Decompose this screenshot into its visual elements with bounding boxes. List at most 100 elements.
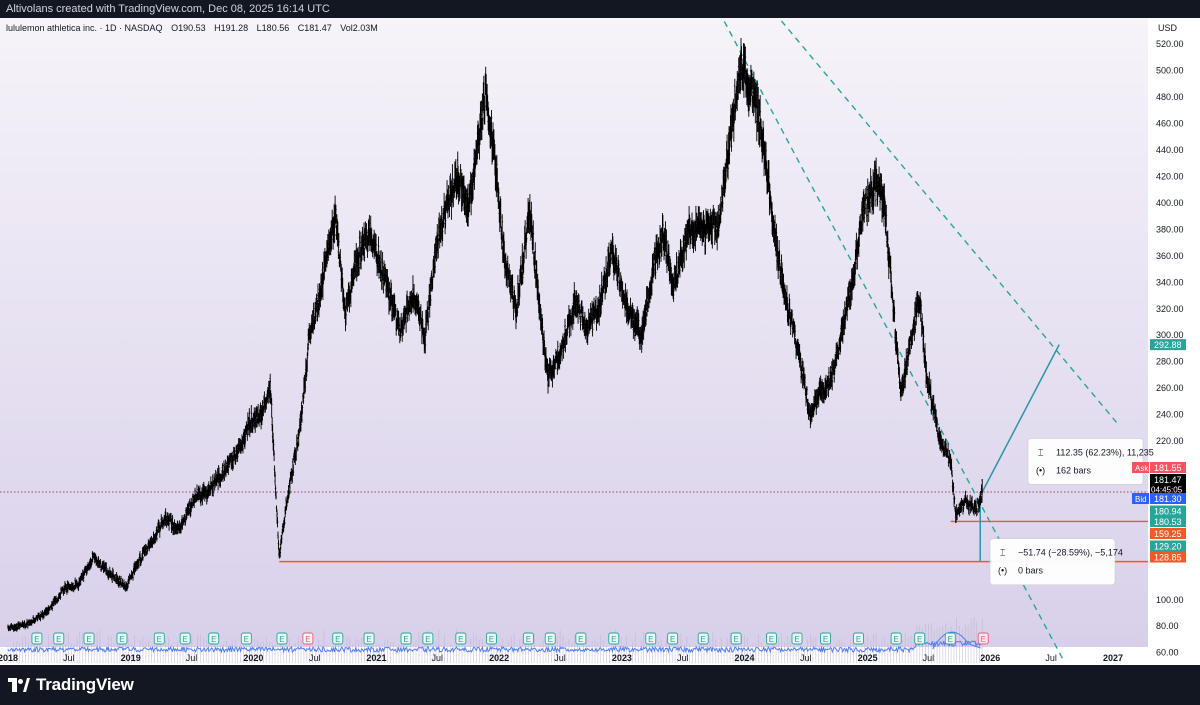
symbol-name: lululemon athletica inc. · 1D · NASDAQ [6, 23, 163, 33]
price-layer [7, 37, 984, 632]
price-tick-label: 340.00 [1156, 277, 1184, 287]
chart-area[interactable]: 60.0080.00100.00200.00220.00240.00260.00… [0, 0, 1200, 665]
price-tick-label: 60.00 [1156, 648, 1179, 658]
earnings-icon[interactable]: E [853, 632, 864, 645]
ohlc-close: C181.47 [298, 23, 332, 33]
earnings-icon[interactable]: E [977, 632, 989, 645]
earnings-icon[interactable]: E [914, 632, 926, 645]
price-tick-label: 220.00 [1156, 436, 1184, 446]
price-axis-label-support: 159.25 [1150, 528, 1186, 539]
earnings-letter: E [279, 635, 284, 644]
time-tick-label: Jul [554, 653, 566, 663]
time-tick-label: 2018 [0, 653, 18, 663]
earnings-icon[interactable]: E [116, 632, 128, 645]
earnings-icon[interactable]: E [302, 632, 314, 645]
time-tick-label: 2023 [612, 653, 632, 663]
time-tick-label: Jul [432, 653, 444, 663]
earnings-letter: E [578, 635, 583, 644]
earnings-icon[interactable]: E [791, 632, 803, 645]
earnings-letter: E [157, 635, 162, 644]
measure-box[interactable]: ⌶ −51.74 (−28.59%), −5,174 (•) 0 bars [989, 538, 1123, 586]
ohlc-high: H191.28 [214, 23, 248, 33]
earnings-icon[interactable]: E [455, 632, 467, 645]
price-prefix: Ask [1135, 464, 1149, 473]
price-tick-label: 500.00 [1156, 66, 1184, 76]
earnings-icon[interactable]: E [153, 632, 165, 645]
time-tick-label: 2025 [858, 653, 878, 663]
earnings-icon[interactable]: E [944, 632, 956, 645]
ohlc-open: O190.53 [171, 23, 206, 33]
earnings-letter: E [981, 635, 986, 644]
measure-box[interactable]: ⌶ 112.35 (62.23%), 11,235 (•) 162 bars [1027, 438, 1154, 485]
earnings-icon[interactable]: E [765, 632, 777, 645]
time-tick-label: Jul [923, 653, 935, 663]
earnings-letter: E [648, 635, 653, 644]
volume-line [7, 639, 983, 654]
price-axis-label-support: 128.85 [1150, 551, 1186, 563]
svg-text:181.47: 181.47 [1154, 475, 1182, 485]
earnings-icon[interactable]: E [522, 632, 534, 645]
svg-text:181.55: 181.55 [1154, 463, 1182, 473]
earnings-icon[interactable]: E [276, 632, 288, 645]
earnings-icon[interactable]: E [575, 632, 587, 645]
earnings-icon[interactable]: E [208, 632, 220, 645]
earnings-icon[interactable]: E [422, 632, 434, 645]
earnings-icon[interactable]: E [667, 632, 679, 645]
earnings-icon[interactable]: E [332, 632, 344, 645]
measure-range-icon: ⌶ [1038, 447, 1043, 457]
earnings-letter: E [548, 635, 553, 644]
earnings-letter: E [458, 635, 463, 644]
measure-range: 112.35 (62.23%), 11,235 [1056, 447, 1154, 457]
earnings-letter: E [893, 635, 898, 644]
plot-background [0, 18, 1148, 647]
tradingview-logo[interactable]: TradingView [8, 675, 134, 695]
earnings-icon[interactable]: E [363, 632, 375, 645]
time-tick-label: Jul [186, 653, 198, 663]
earnings-icon[interactable]: E [83, 632, 95, 645]
svg-text:180.94: 180.94 [1154, 507, 1182, 517]
earnings-letter: E [526, 635, 531, 644]
earnings-letter: E [856, 635, 861, 644]
earnings-icon[interactable]: E [31, 632, 43, 645]
svg-text:181.30: 181.30 [1154, 494, 1182, 504]
price-tick-label: 260.00 [1156, 383, 1184, 393]
earnings-icon[interactable]: E [890, 632, 902, 645]
earnings-letter: E [489, 635, 494, 644]
earnings-icon[interactable]: E [240, 632, 252, 645]
earnings-icon[interactable]: E [53, 632, 65, 645]
svg-text:lululemon athletica inc. · 1D: lululemon athletica inc. · 1D · NASDAQ O… [6, 23, 378, 33]
price-tick-label: 440.00 [1156, 145, 1184, 155]
price-chart[interactable]: 60.0080.00100.00200.00220.00240.00260.00… [0, 0, 1200, 665]
price-bars [7, 37, 984, 632]
time-tick-label: Jul [63, 653, 75, 663]
trend-line[interactable] [683, 0, 1119, 425]
earnings-icon[interactable]: E [400, 632, 412, 645]
time-tick-label: 2026 [980, 653, 1000, 663]
legend: lululemon athletica inc. · 1D · NASDAQ O… [6, 23, 378, 33]
price-tick-label: 480.00 [1156, 92, 1184, 102]
earnings-letter: E [366, 635, 371, 644]
price-axis-label-bid: 181.30 Bid [1132, 493, 1186, 504]
measure-bars-icon: (•) [998, 566, 1007, 576]
projection-line[interactable] [981, 344, 1060, 493]
price-axis-label-level: 129.20 [1150, 540, 1186, 552]
time-tick-label: 2021 [366, 653, 386, 663]
axis-layer: 60.0080.00100.00200.00220.00240.00260.00… [0, 39, 1184, 663]
earnings-icon[interactable]: E [179, 632, 191, 645]
earnings-icon[interactable]: E [697, 632, 709, 645]
earnings-icon[interactable]: E [544, 632, 556, 645]
earnings-icon[interactable]: E [608, 632, 620, 645]
earnings-letter: E [56, 635, 61, 644]
earnings-letter: E [823, 635, 828, 644]
earnings-icon[interactable]: E [645, 632, 657, 645]
measure-range: −51.74 (−28.59%), −5,174 [1018, 548, 1123, 558]
time-tick-label: 2022 [489, 653, 509, 663]
price-axis-label-level: 180.53 [1150, 516, 1186, 527]
earnings-icon[interactable]: E [730, 632, 742, 645]
price-tick-label: 360.00 [1156, 251, 1184, 261]
time-tick-label: 2019 [121, 653, 141, 663]
earnings-icon[interactable]: E [485, 632, 497, 645]
price-tick-label: 380.00 [1156, 224, 1184, 234]
earnings-icon[interactable]: E [820, 632, 832, 645]
